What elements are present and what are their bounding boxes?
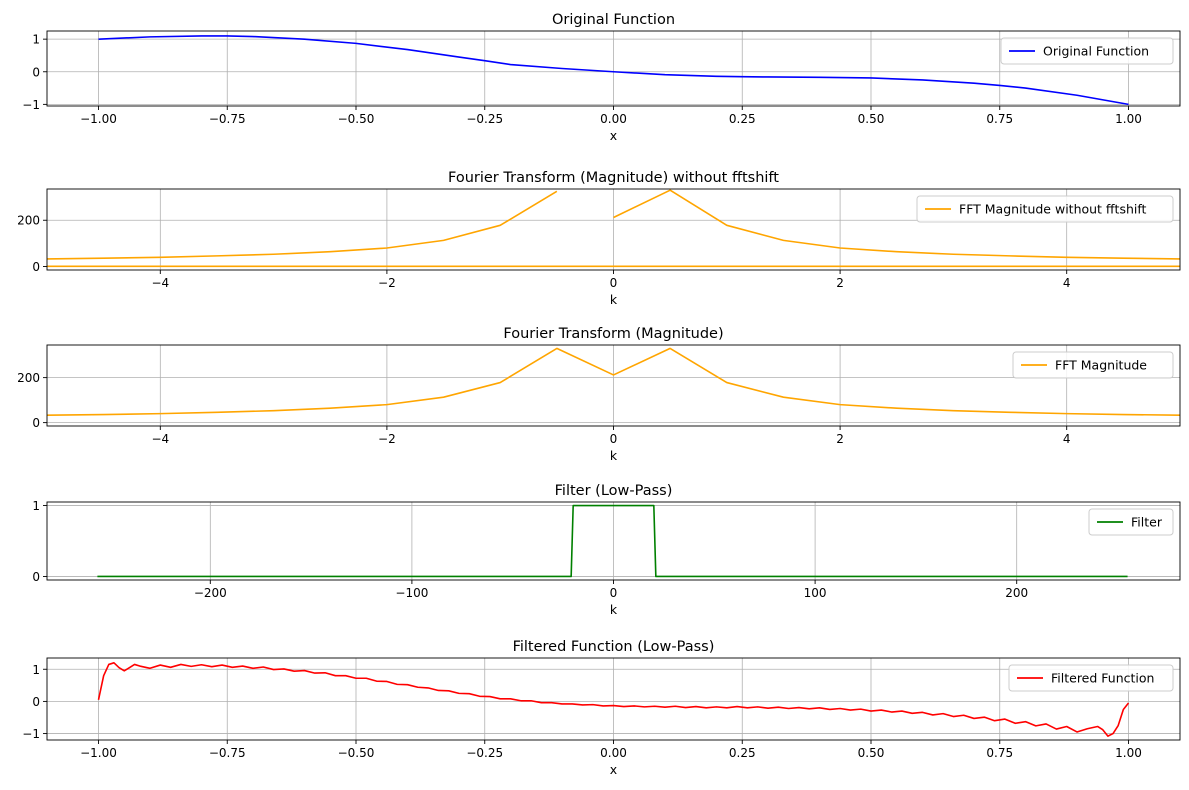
x-tick-label: −4 xyxy=(151,276,169,290)
subplot-title: Original Function xyxy=(552,12,675,28)
x-tick-label: 0.75 xyxy=(986,746,1013,760)
x-tick-label: 4 xyxy=(1063,432,1071,446)
y-tick-label: 1 xyxy=(32,33,40,47)
legend-label: Original Function xyxy=(1043,44,1149,59)
legend: FFT Magnitude xyxy=(1012,351,1174,379)
legend-label: FFT Magnitude without fftshift xyxy=(959,202,1147,217)
y-tick-label: −1 xyxy=(22,727,40,741)
x-tick-label: 2 xyxy=(836,276,844,290)
x-tick-label: 0 xyxy=(610,276,618,290)
x-axis-label: k xyxy=(610,602,618,617)
subplot-title: Fourier Transform (Magnitude) without ff… xyxy=(448,170,779,186)
x-tick-label: −2 xyxy=(378,432,396,446)
x-axis-label: k xyxy=(610,448,618,463)
x-tick-label: 1.00 xyxy=(1115,112,1142,126)
x-tick-label: 100 xyxy=(804,586,827,600)
y-tick-label: 0 xyxy=(32,260,40,274)
x-tick-label: 1.00 xyxy=(1115,746,1142,760)
subplot-title: Filtered Function (Low-Pass) xyxy=(513,639,715,655)
x-tick-label: −0.75 xyxy=(209,112,246,126)
y-tick-label: 0 xyxy=(32,695,40,709)
subplot-1: −1.00 −0.75 −0.50 −0.25 0.00 0.25 0.50 0.75 1.00… xyxy=(22,12,1181,143)
x-tick-label: −1.00 xyxy=(80,746,117,760)
subplot-5: −1.00 −0.75 −0.50 −0.25 0.00 0.25 0.50 0.75 1.00… xyxy=(22,639,1181,777)
x-axis-label: x xyxy=(610,128,617,143)
x-tick-label: 0.00 xyxy=(600,746,627,760)
legend: Original Function xyxy=(1000,37,1174,65)
x-tick-label: −200 xyxy=(194,586,227,600)
legend: Filter xyxy=(1088,508,1174,536)
x-tick-label: 0.25 xyxy=(729,746,756,760)
subplot-3: −4 −2 0 2 4 0 200 Fourier Transform (Magnitude)… xyxy=(17,326,1181,463)
subplot-title: Fourier Transform (Magnitude) xyxy=(503,326,723,342)
x-tick-label: −1.00 xyxy=(80,112,117,126)
y-tick-label: 0 xyxy=(32,416,40,430)
x-tick-label: 4 xyxy=(1063,276,1071,290)
y-tick-label: 0 xyxy=(32,570,40,584)
x-tick-label: 0.50 xyxy=(858,746,885,760)
legend-box xyxy=(1012,351,1174,379)
x-tick-label: −4 xyxy=(151,432,169,446)
legend-box xyxy=(916,195,1174,223)
legend: FFT Magnitude without fftshift xyxy=(916,195,1174,223)
x-tick-label: −100 xyxy=(395,586,428,600)
legend: Filtered Function xyxy=(1008,664,1174,692)
y-tick-label: 200 xyxy=(17,371,40,385)
x-tick-label: 2 xyxy=(836,432,844,446)
x-tick-label: 0 xyxy=(610,586,618,600)
series-line xyxy=(98,35,1129,106)
x-tick-label: 0.50 xyxy=(858,112,885,126)
series-line xyxy=(97,504,1128,578)
y-tick-label: 0 xyxy=(32,65,40,79)
y-tick-label: 1 xyxy=(32,499,40,513)
x-tick-label: 0.25 xyxy=(729,112,756,126)
series-line xyxy=(613,189,1180,260)
x-axis-label: k xyxy=(610,292,618,307)
y-tick-label: −1 xyxy=(22,98,40,112)
subplot-title: Filter (Low-Pass) xyxy=(555,483,673,499)
series-line xyxy=(47,347,1180,416)
legend-box xyxy=(1088,508,1174,536)
subplot-2: −4 −2 0 2 4 0 200 Fourier Transform (Magnitude)… xyxy=(17,170,1181,307)
x-tick-label: 0 xyxy=(610,432,618,446)
x-tick-label: −0.50 xyxy=(338,746,375,760)
x-tick-label: −0.25 xyxy=(466,112,503,126)
legend-label: Filter xyxy=(1131,515,1163,530)
legend-label: Filtered Function xyxy=(1051,671,1154,686)
x-tick-label: 0.00 xyxy=(600,112,627,126)
x-axis-label: x xyxy=(610,762,617,777)
x-tick-label: 200 xyxy=(1005,586,1028,600)
subplot-4: −200 −100 0 100 200 1 0 Filter (Low-Pass) k Filte… xyxy=(32,483,1181,617)
legend-box xyxy=(1000,37,1174,65)
legend-label: FFT Magnitude xyxy=(1055,358,1147,373)
legend-box xyxy=(1008,664,1174,692)
series-line xyxy=(97,662,1130,737)
series-line xyxy=(47,190,558,260)
y-tick-label: 1 xyxy=(32,663,40,677)
x-tick-label: −0.25 xyxy=(466,746,503,760)
x-tick-label: −2 xyxy=(378,276,396,290)
y-tick-label: 200 xyxy=(17,214,40,228)
x-tick-label: −0.50 xyxy=(338,112,375,126)
x-tick-label: 0.75 xyxy=(986,112,1013,126)
x-tick-label: −0.75 xyxy=(209,746,246,760)
